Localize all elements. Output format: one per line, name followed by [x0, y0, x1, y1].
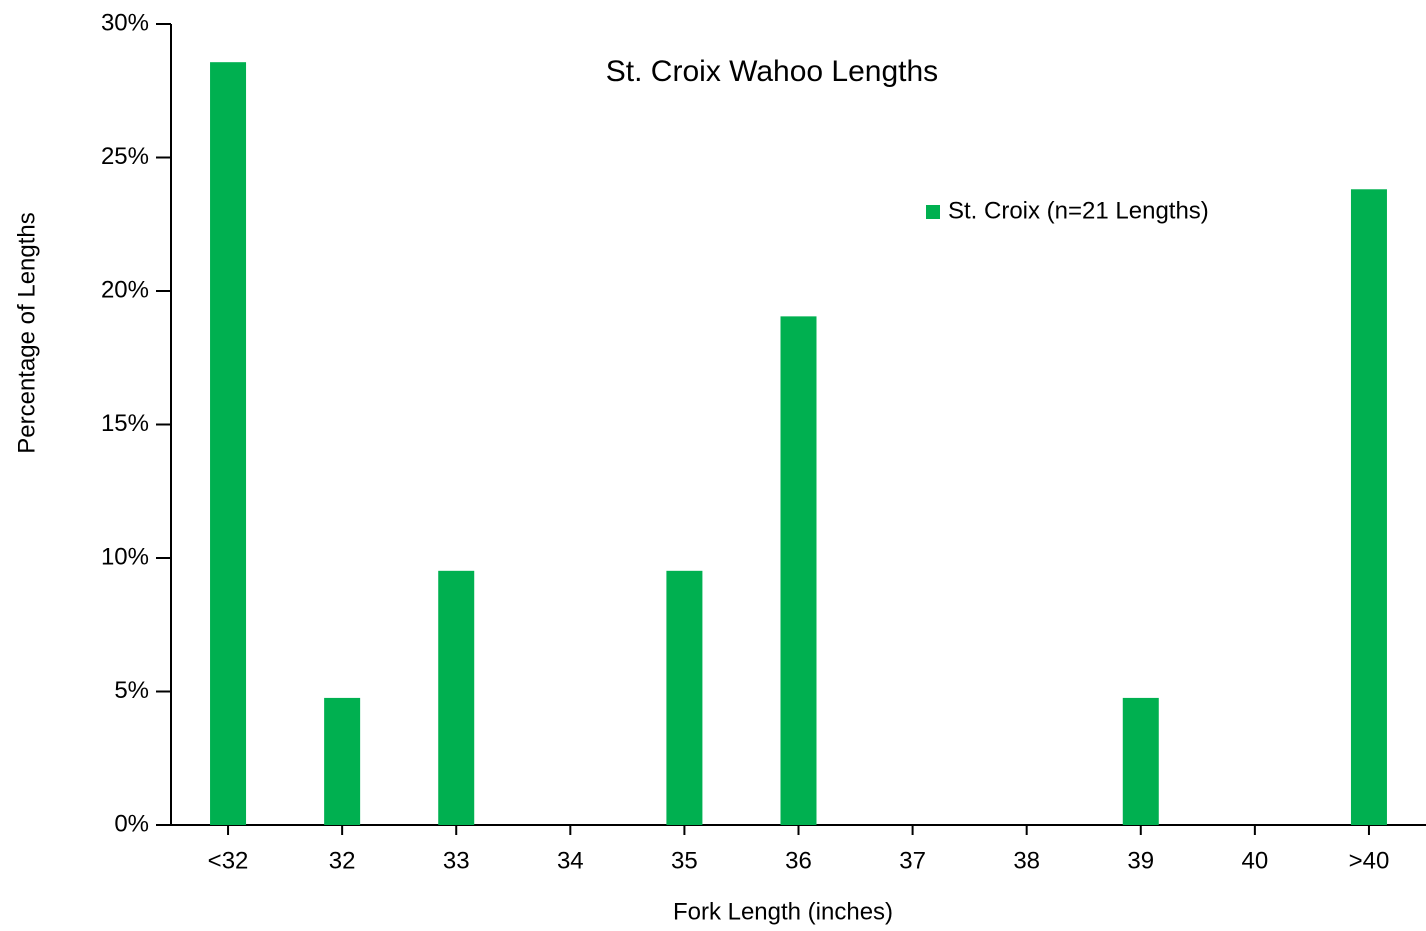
- y-axis-label: Percentage of Lengths: [13, 212, 40, 454]
- bar: [666, 570, 703, 825]
- x-tick-label: 37: [899, 847, 926, 874]
- bar: [780, 316, 817, 825]
- x-tick-label: >40: [1349, 847, 1390, 874]
- x-tick-label: <32: [208, 847, 249, 874]
- y-tick-label: 15%: [101, 410, 149, 437]
- x-tick-label: 32: [329, 847, 356, 874]
- bar: [1350, 189, 1387, 825]
- x-tick-label: 34: [557, 847, 584, 874]
- x-tick-label: 38: [1013, 847, 1040, 874]
- y-tick-label: 0%: [114, 810, 149, 837]
- bar: [1122, 697, 1159, 825]
- x-tick-label: 35: [671, 847, 698, 874]
- y-tick-label: 10%: [101, 543, 149, 570]
- bar: [210, 62, 247, 825]
- x-tick-label: 40: [1242, 847, 1269, 874]
- y-tick-label: 5%: [114, 677, 149, 704]
- y-tick-label: 20%: [101, 276, 149, 303]
- bar: [438, 570, 475, 825]
- x-tick-label: 36: [785, 847, 812, 874]
- y-tick-label: 30%: [101, 9, 149, 36]
- x-axis-label: Fork Length (inches): [673, 898, 893, 925]
- chart-title: St. Croix Wahoo Lengths: [606, 55, 938, 88]
- legend-swatch: [926, 205, 940, 219]
- x-tick-label: 39: [1127, 847, 1154, 874]
- legend-label: St. Croix (n=21 Lengths): [948, 197, 1209, 224]
- x-tick-label: 33: [443, 847, 470, 874]
- bar: [324, 697, 361, 825]
- y-tick-label: 25%: [101, 143, 149, 170]
